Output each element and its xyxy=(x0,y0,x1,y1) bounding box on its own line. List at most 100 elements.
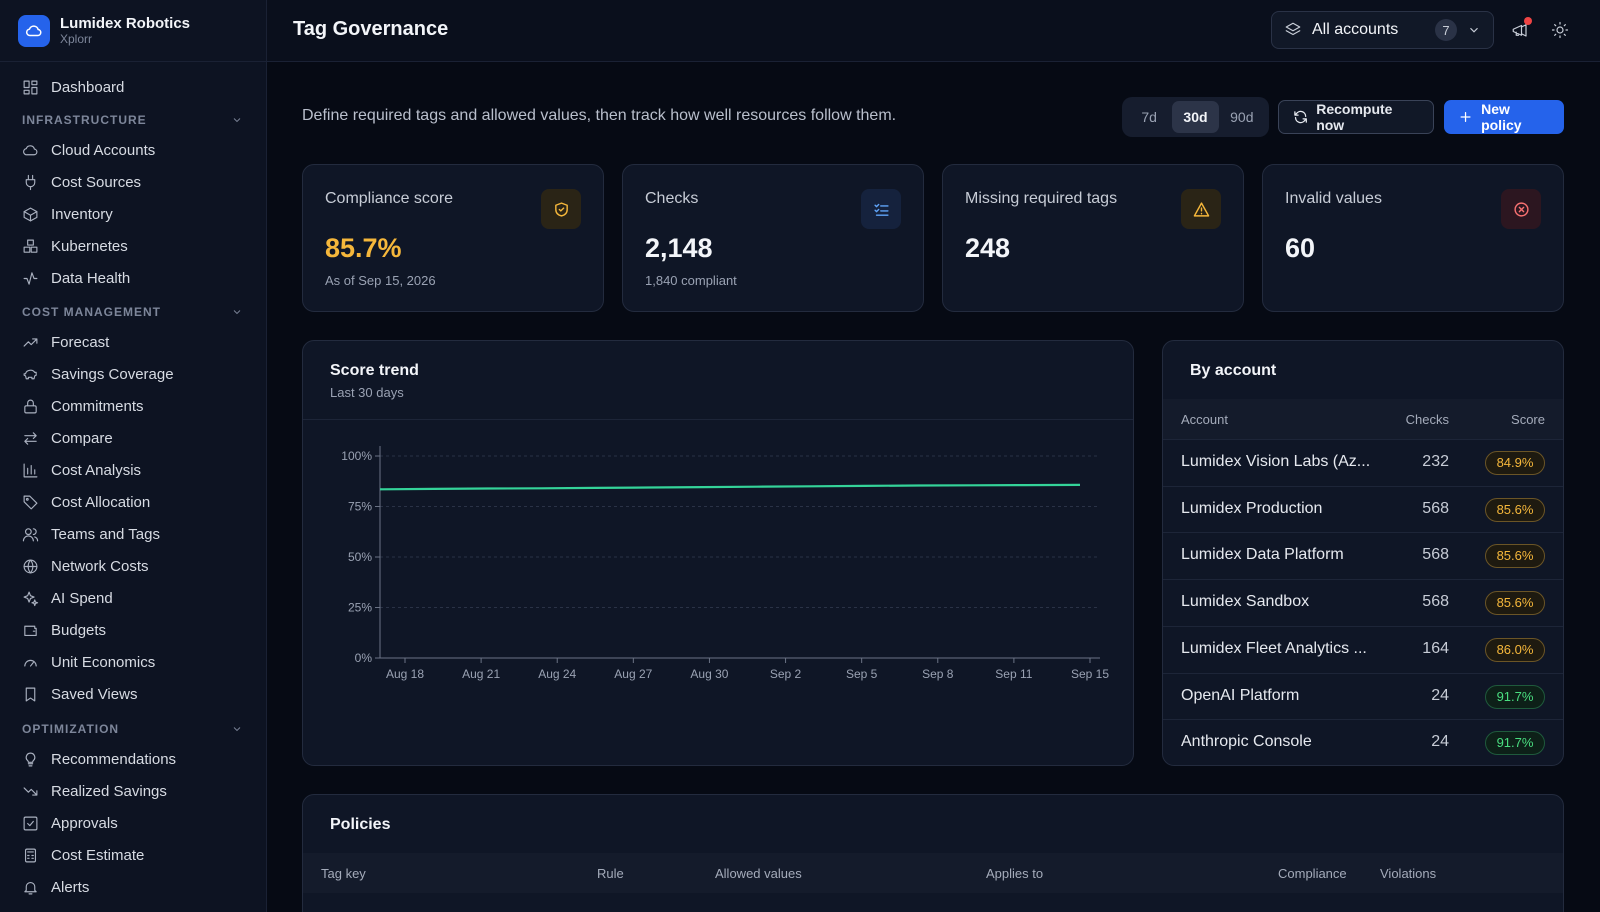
sidebar-item-cost-analysis[interactable]: Cost Analysis xyxy=(0,454,267,486)
shield-check-icon xyxy=(541,189,581,229)
date-range-toggle: 7d 30d 90d xyxy=(1122,97,1269,137)
account-checks: 568 xyxy=(1422,593,1449,611)
sidebar-item-label: Commitments xyxy=(51,397,144,415)
sidebar-item-inventory[interactable]: Inventory xyxy=(0,198,267,230)
divider xyxy=(303,419,1133,420)
section-infrastructure[interactable]: INFRASTRUCTURE xyxy=(0,108,267,132)
score-badge: 84.9% xyxy=(1485,451,1545,475)
score-badge: 85.6% xyxy=(1485,591,1545,616)
sidebar-item-kubernetes[interactable]: Kubernetes xyxy=(0,230,267,262)
boxes-icon xyxy=(23,239,38,253)
sidebar-item-cloud-accounts[interactable]: Cloud Accounts xyxy=(0,134,267,166)
brand[interactable]: Lumidex Robotics Xplorr xyxy=(0,0,266,62)
series-line xyxy=(379,483,1081,491)
sidebar-item-budgets[interactable]: Budgets xyxy=(0,614,267,646)
by-account-title: By account xyxy=(1190,362,1277,379)
sidebar-item-cost-sources[interactable]: Cost Sources xyxy=(0,166,267,198)
col-checks: Checks xyxy=(1405,412,1449,427)
gauge-icon xyxy=(24,659,37,667)
col-rule: Rule xyxy=(597,866,624,881)
x-tick-label: Sep 2 xyxy=(770,667,802,681)
sidebar-item-recommendations[interactable]: Recommendations xyxy=(0,743,267,775)
sidebar-item-label: Forecast xyxy=(51,333,110,351)
sidebar-item-saved-views[interactable]: Saved Views xyxy=(0,678,267,710)
score-trend-chart: 100% 75% 50% 25% 0% Aug 18 Aug 21 Aug 24 Aug 27 A… xyxy=(341,446,1109,681)
x-tick-label: Aug 27 xyxy=(614,667,652,681)
sidebar-item-network-costs[interactable]: Network Costs xyxy=(0,550,267,582)
section-optimization[interactable]: OPTIMIZATION xyxy=(0,717,267,741)
range-7d[interactable]: 7d xyxy=(1141,109,1157,125)
sidebar-item-ai-spend[interactable]: AI Spend xyxy=(0,582,267,614)
stat-sub: As of Sep 15, 2026 xyxy=(325,273,436,288)
sidebar-item-teams-and-tags[interactable]: Teams and Tags xyxy=(0,518,267,550)
theme-toggle-button[interactable] xyxy=(1548,18,1572,42)
col-violations: Violations xyxy=(1380,866,1437,881)
table-row[interactable]: Lumidex Production 568 85.6% xyxy=(1163,485,1563,532)
account-checks: 24 xyxy=(1431,733,1449,751)
sidebar-item-data-health[interactable]: Data Health xyxy=(0,262,267,294)
layers-icon xyxy=(1285,22,1301,36)
sidebar-item-savings-coverage[interactable]: Savings Coverage xyxy=(0,358,267,390)
trending-up-icon xyxy=(23,337,38,347)
sidebar-item-label: Savings Coverage xyxy=(51,365,174,383)
globe-icon xyxy=(23,559,38,573)
topbar: Tag Governance All accounts 7 xyxy=(267,0,1600,62)
sidebar-item-dashboard[interactable]: Dashboard xyxy=(0,71,267,103)
section-cost-management[interactable]: COST MANAGEMENT xyxy=(0,300,267,324)
recompute-button[interactable]: Recompute now xyxy=(1278,100,1434,134)
wallet-icon xyxy=(24,625,37,636)
notification-dot xyxy=(1524,17,1532,25)
sidebar-item-label: Approvals xyxy=(51,814,118,832)
account-name: OpenAI Platform xyxy=(1181,686,1300,704)
sidebar-item-label: AI Spend xyxy=(51,589,113,607)
col-applies-to: Applies to xyxy=(986,866,1044,881)
sidebar-item-label: Cost Allocation xyxy=(51,493,151,511)
table-row[interactable]: OpenAI Platform 24 91.7% xyxy=(1163,672,1563,719)
chevron-down-icon xyxy=(233,727,241,732)
by-account-card: By account Account Checks Score Lumidex … xyxy=(1162,340,1564,766)
sidebar-item-commitments[interactable]: Commitments xyxy=(0,390,267,422)
account-select[interactable]: All accounts 7 xyxy=(1271,11,1494,49)
stat-label: Invalid values xyxy=(1285,190,1382,207)
stat-value: 2,148 xyxy=(645,233,713,263)
sidebar-item-forecast[interactable]: Forecast xyxy=(0,326,267,358)
score-badge: 91.7% xyxy=(1485,731,1545,756)
policies-title: Policies xyxy=(330,816,391,833)
table-row[interactable]: Lumidex Sandbox 568 85.6% xyxy=(1163,579,1563,625)
y-tick-label: 50% xyxy=(348,550,372,564)
sidebar-item-realized-savings[interactable]: Realized Savings xyxy=(0,775,267,807)
range-30d[interactable]: 30d xyxy=(1172,101,1219,133)
table-row[interactable]: Lumidex Fleet Analytics ... 164 86.0% xyxy=(1163,625,1563,672)
bell-icon xyxy=(24,881,37,894)
account-name: Anthropic Console xyxy=(1181,733,1312,751)
policies-card: Policies Tag key Rule Allowed values App… xyxy=(302,794,1564,912)
sidebar-item-label: Inventory xyxy=(51,205,113,223)
sidebar-item-cost-allocation[interactable]: Cost Allocation xyxy=(0,486,267,518)
sidebar-item-alerts[interactable]: Alerts xyxy=(0,871,267,903)
col-tag-key: Tag key xyxy=(321,866,366,881)
calculator-icon xyxy=(24,848,37,862)
sidebar-item-approvals[interactable]: Approvals xyxy=(0,807,267,839)
score-trend-subtitle: Last 30 days xyxy=(330,385,404,400)
table-row[interactable]: Anthropic Console 24 91.7% xyxy=(1163,719,1563,765)
table-row[interactable]: Lumidex Vision Labs (Az... 232 84.9% xyxy=(1163,439,1563,485)
sidebar-item-cost-estimate[interactable]: Cost Estimate xyxy=(0,839,267,871)
x-tick-label: Sep 8 xyxy=(922,667,954,681)
page-description: Define required tags and allowed values,… xyxy=(302,107,897,124)
account-name: Lumidex Data Platform xyxy=(1181,546,1344,564)
sidebar-item-unit-economics[interactable]: Unit Economics xyxy=(0,646,267,678)
new-policy-button[interactable]: New policy xyxy=(1444,100,1564,134)
account-checks: 24 xyxy=(1431,686,1449,704)
range-90d[interactable]: 90d xyxy=(1230,109,1254,125)
sidebar-item-label: Recommendations xyxy=(51,750,177,768)
sidebar-item-compare[interactable]: Compare xyxy=(0,422,267,454)
sidebar-item-label: Alerts xyxy=(51,878,90,896)
bar-chart-icon xyxy=(23,463,38,477)
org-sub: Xplorr xyxy=(60,31,93,46)
announcements-button[interactable] xyxy=(1508,17,1532,42)
sidebar-item-label: Unit Economics xyxy=(51,653,156,671)
x-tick-label: Aug 21 xyxy=(462,667,500,681)
chevron-down-icon xyxy=(1470,27,1478,33)
lightbulb-icon xyxy=(25,752,36,766)
table-row[interactable]: Lumidex Data Platform 568 85.6% xyxy=(1163,532,1563,578)
